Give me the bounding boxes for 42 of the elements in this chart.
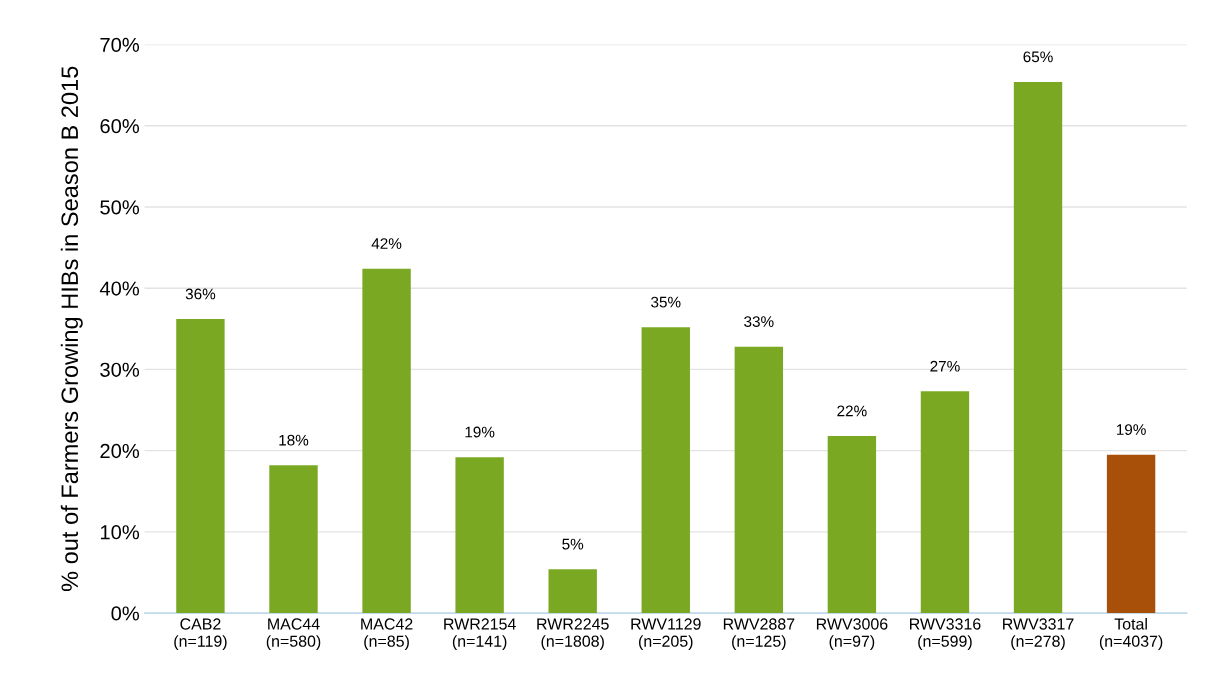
data-label: 42% [371, 238, 402, 249]
bar [920, 391, 970, 614]
x-tick-label: Total (n=4037) [1099, 617, 1163, 651]
data-label: 36% [185, 288, 216, 300]
y-tick-label: 20% [100, 443, 140, 459]
data-label: 35% [651, 296, 681, 308]
y-tick-label: 70% [100, 37, 140, 53]
bar [269, 465, 318, 614]
data-label: 19% [465, 426, 495, 438]
y-tick-label: 0% [111, 606, 140, 621]
y-tick-label: 60% [100, 118, 140, 134]
x-tick-label: MAC44 (n=580) [266, 618, 321, 651]
data-label: 33% [744, 316, 774, 327]
x-tick-label: RWV2887 (n=125) [723, 618, 795, 651]
data-label: 22% [837, 405, 867, 417]
y-tick-label: 30% [100, 362, 140, 377]
bar [362, 268, 411, 614]
bar [1013, 81, 1063, 614]
x-tick-label: RWR2245 (n=1808) [537, 618, 609, 651]
x-tick-label: RWV3317 (n=278) [1003, 618, 1074, 651]
y-tick-label: 10% [100, 525, 140, 540]
x-tick-label: RWV3316 (n=599) [910, 618, 981, 651]
data-label: 27% [930, 360, 960, 372]
y-axis-title: % out of Farmers Growing HIBs in Season B 2015 [60, 66, 83, 592]
x-tick-label: RWV1129 (n=205) [631, 618, 701, 651]
bar [455, 457, 504, 614]
bar [827, 436, 877, 614]
y-tick-label: 40% [99, 281, 140, 296]
bar [548, 569, 597, 614]
bar [1106, 454, 1156, 614]
bar [176, 319, 225, 614]
bar [641, 327, 690, 614]
x-tick-label: RWV3006 (n=97) [816, 618, 888, 651]
bar [734, 346, 784, 614]
x-tick-label: MAC42 (n=85) [361, 618, 413, 651]
data-label: 5% [562, 538, 584, 550]
y-tick-label: 50% [100, 200, 140, 215]
data-label: 65% [1023, 51, 1053, 63]
x-tick-label: RWR2154 (n=141) [444, 618, 516, 651]
data-label: 18% [279, 434, 309, 446]
x-tick-label: CAB2 (n=119) [174, 618, 227, 651]
data-label: 19% [1116, 424, 1146, 436]
